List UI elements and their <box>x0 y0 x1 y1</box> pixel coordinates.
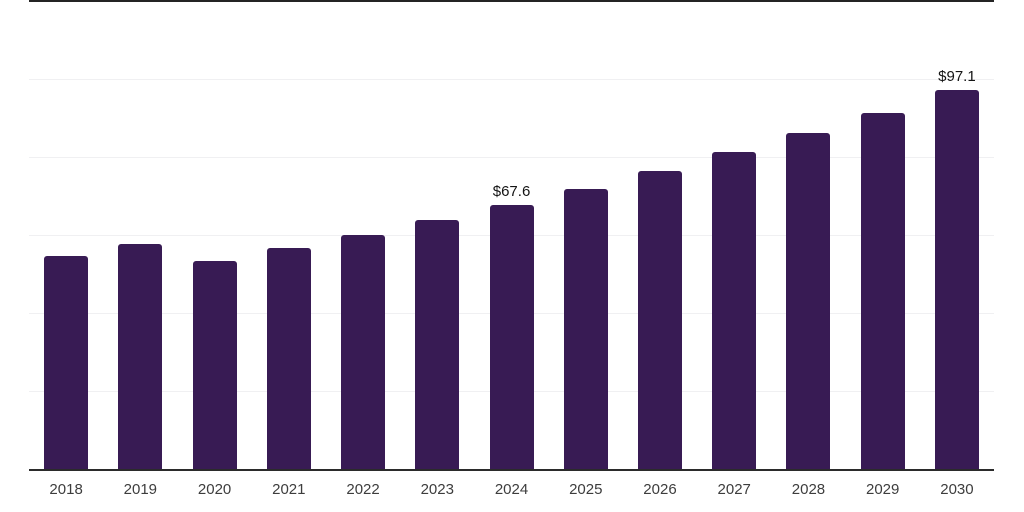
x-tick-label-2021: 2021 <box>272 481 306 498</box>
gridline <box>29 157 994 158</box>
x-tick-label-2030: 2030 <box>940 481 974 498</box>
bar-group-2019 <box>103 0 177 469</box>
bar-group-2020 <box>177 0 251 469</box>
bar-group-2026 <box>623 0 697 469</box>
x-tick-label-2024: 2024 <box>494 481 529 498</box>
bar-group-2028 <box>771 0 845 469</box>
bar-group-2029 <box>846 0 920 469</box>
bar-group-2024: $67.6 <box>474 0 548 469</box>
bar-2019 <box>118 244 163 469</box>
bar-value-label-2030: $97.1 <box>938 68 976 86</box>
x-tick-label-2023: 2023 <box>420 481 454 498</box>
x-axis-line <box>29 469 994 471</box>
x-tick-label-2026: 2026 <box>643 481 677 498</box>
bar-2018 <box>44 256 89 469</box>
x-tick-label-2025: 2025 <box>569 481 603 498</box>
bar-2025 <box>563 189 608 469</box>
bar-group-2023 <box>400 0 474 469</box>
bar-2022 <box>341 235 386 469</box>
bar-2030 <box>934 90 979 469</box>
x-tick-label-2019: 2019 <box>123 481 158 498</box>
bar-2023 <box>415 220 460 469</box>
x-tick-label-2029: 2029 <box>866 481 900 498</box>
bar-2020 <box>192 261 237 469</box>
x-tick-label-2028: 2028 <box>791 481 826 498</box>
bar-value-label-2024: $67.6 <box>492 183 531 201</box>
plot-area: $67.6 $97.1 <box>29 0 994 469</box>
plot-top-border-line <box>29 0 994 2</box>
bar-2026 <box>637 171 682 469</box>
x-tick-label-2020: 2020 <box>197 481 232 498</box>
bar-2029 <box>860 112 905 469</box>
bar-group-2021 <box>252 0 326 469</box>
bar-group-2025 <box>549 0 623 469</box>
x-axis-tick-labels: 2018 2019 2020 2021 2022 2023 2024 2025 2026 2027… <box>29 481 994 498</box>
x-tick-label-2022: 2022 <box>346 481 380 498</box>
bar-group-2022 <box>326 0 400 469</box>
x-tick-label-2018: 2018 <box>49 481 83 498</box>
bar-2027 <box>712 152 757 469</box>
bar-2028 <box>786 133 831 469</box>
bar-2021 <box>266 248 311 469</box>
x-tick-label-2027: 2027 <box>717 481 751 498</box>
bar-2024 <box>489 205 534 469</box>
bar-group-2030: $97.1 <box>920 0 994 469</box>
bar-group-2027 <box>697 0 771 469</box>
gridline <box>29 79 994 80</box>
bar-group-2018 <box>29 0 103 469</box>
